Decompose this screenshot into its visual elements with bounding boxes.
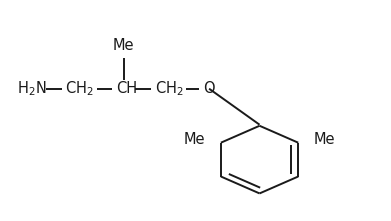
- Text: CH$_2$: CH$_2$: [65, 79, 94, 98]
- Text: Me: Me: [113, 38, 135, 53]
- Text: H$_2$N: H$_2$N: [17, 79, 47, 98]
- Text: Me: Me: [314, 132, 335, 147]
- Text: O: O: [203, 81, 215, 96]
- Text: CH$_2$: CH$_2$: [155, 79, 183, 98]
- Text: Me: Me: [184, 132, 205, 147]
- Text: CH: CH: [116, 81, 137, 96]
